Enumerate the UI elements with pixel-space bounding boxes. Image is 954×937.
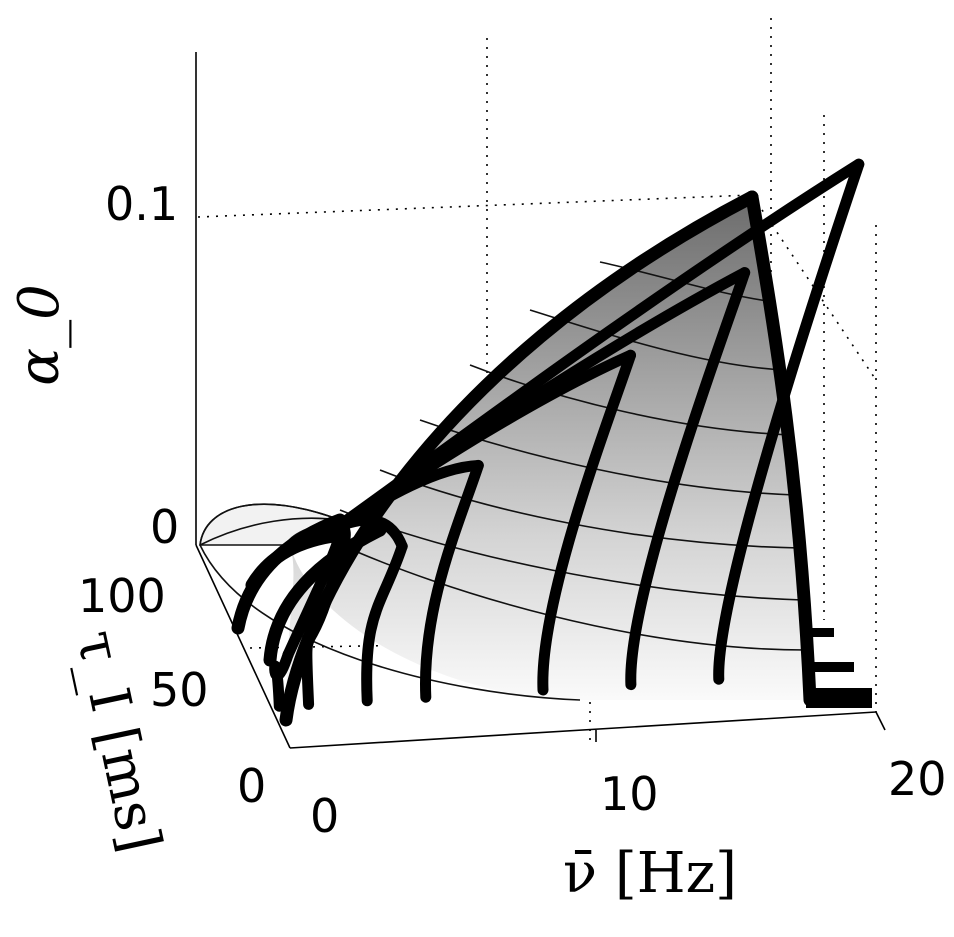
y-tick-label: 0 — [237, 759, 266, 813]
x-tick-label: 10 — [600, 767, 659, 821]
step-mark — [806, 628, 834, 637]
y-axis — [195, 544, 291, 749]
step-mark — [806, 662, 854, 672]
z-axis-label: α_0 — [7, 284, 72, 385]
series-curve — [361, 540, 408, 707]
surface-edge-steps — [806, 628, 872, 708]
y-axis-label: τ_I [ms] — [63, 625, 173, 858]
z-tick-label: 0.1 — [105, 177, 178, 231]
y-tick-label: 50 — [150, 663, 209, 717]
series-curves — [231, 158, 865, 727]
mesh-line — [469, 364, 791, 436]
surface-edge — [279, 190, 759, 727]
x-tick-label: 0 — [310, 789, 339, 843]
x-axis-label: ν̄ [Hz] — [563, 841, 737, 906]
mesh-line — [199, 544, 581, 701]
axes — [195, 52, 886, 749]
y-tick-label: 100 — [78, 569, 166, 623]
mesh-line — [599, 261, 776, 303]
grid-line — [197, 194, 753, 218]
series-curve — [420, 459, 484, 703]
series-curve — [269, 649, 294, 712]
surface-edge — [245, 528, 347, 592]
x-tick-label: 20 — [888, 752, 947, 806]
mesh-line — [199, 517, 341, 546]
step-mark — [806, 688, 872, 708]
mesh-line — [199, 503, 341, 546]
surface-edge — [263, 523, 387, 667]
surface-edge — [745, 190, 817, 707]
series-curve — [537, 349, 636, 696]
x-axis-end — [875, 711, 886, 731]
x-axis — [289, 711, 877, 749]
series-curve — [625, 267, 751, 691]
z-tick-label: 0 — [150, 500, 179, 554]
